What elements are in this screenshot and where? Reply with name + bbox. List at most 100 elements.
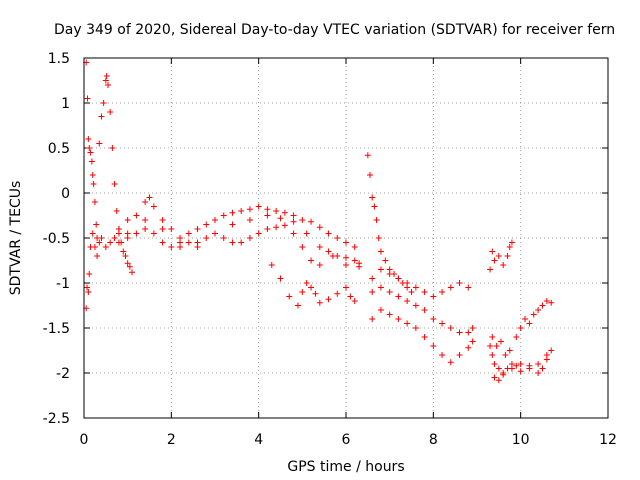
- data-point: [308, 218, 315, 225]
- plot-frame: [83, 57, 609, 419]
- data-point: [430, 316, 437, 322]
- data-point: [185, 230, 192, 237]
- x-tick-label: 6: [342, 432, 351, 448]
- data-point: [229, 221, 236, 228]
- data-point: [430, 293, 437, 300]
- data-point: [246, 206, 253, 213]
- data-point: [325, 230, 332, 237]
- data-point: [500, 262, 507, 268]
- data-point: [273, 224, 280, 231]
- y-tick-label: 0: [61, 186, 70, 202]
- data-point: [395, 293, 402, 300]
- data-point: [487, 266, 494, 273]
- data-point: [159, 239, 166, 246]
- data-point: [238, 208, 245, 214]
- data-point: [469, 325, 476, 331]
- data-point: [439, 352, 446, 358]
- data-point: [508, 239, 515, 246]
- data-point: [539, 365, 546, 372]
- data-point: [142, 226, 149, 232]
- data-point: [548, 299, 555, 306]
- data-point: [535, 370, 542, 376]
- data-point: [439, 289, 446, 295]
- data-point: [447, 284, 454, 291]
- data-point: [89, 172, 96, 178]
- data-point: [111, 181, 118, 187]
- data-point: [133, 230, 140, 237]
- x-tick-label: 2: [167, 432, 176, 448]
- data-point: [347, 293, 354, 300]
- data-point: [124, 217, 131, 223]
- data-point: [356, 260, 363, 267]
- data-point: [229, 239, 236, 246]
- data-point: [325, 296, 332, 303]
- data-point: [447, 325, 454, 331]
- data-point: [465, 344, 472, 351]
- data-point: [412, 284, 419, 291]
- data-point: [316, 244, 323, 250]
- data-point: [290, 212, 297, 219]
- data-point: [343, 262, 349, 268]
- data-point: [369, 289, 376, 295]
- data-point: [456, 352, 463, 358]
- data-points: [83, 59, 555, 384]
- data-point: [159, 217, 166, 223]
- data-point: [303, 280, 310, 286]
- data-point: [194, 244, 201, 250]
- y-tick-label: -2: [56, 366, 70, 382]
- data-point: [159, 226, 166, 232]
- data-point: [329, 253, 336, 259]
- series-points: [489, 298, 555, 358]
- data-point: [491, 361, 498, 367]
- data-point: [96, 140, 103, 147]
- data-point: [124, 260, 131, 267]
- data-point: [102, 244, 109, 250]
- data-point: [299, 217, 306, 223]
- data-point: [489, 334, 496, 340]
- data-point: [498, 338, 505, 345]
- data-point: [146, 194, 153, 201]
- data-point: [502, 352, 509, 358]
- data-point: [86, 271, 93, 277]
- data-point: [513, 334, 520, 340]
- data-point: [84, 95, 91, 102]
- data-point: [386, 289, 393, 295]
- data-point: [539, 302, 546, 309]
- data-point: [316, 224, 323, 231]
- data-point: [404, 320, 411, 327]
- data-point: [412, 302, 419, 309]
- data-point: [526, 362, 533, 369]
- data-point: [395, 316, 402, 322]
- data-point: [281, 209, 288, 216]
- data-point: [343, 239, 349, 246]
- data-point: [421, 334, 428, 340]
- data-point: [382, 257, 389, 264]
- data-point: [87, 149, 94, 156]
- data-point: [246, 235, 253, 241]
- data-point: [404, 298, 411, 304]
- data-point: [377, 266, 384, 273]
- series-points: [115, 222, 363, 270]
- series-points: [364, 152, 415, 295]
- data-point: [522, 316, 529, 322]
- data-point: [264, 212, 271, 219]
- data-point: [325, 248, 332, 255]
- data-point: [404, 280, 411, 286]
- data-point: [185, 239, 192, 246]
- y-tick-label: 1: [61, 96, 70, 112]
- data-point: [369, 316, 376, 322]
- x-tick-label: 0: [80, 432, 89, 448]
- data-point: [98, 113, 105, 120]
- y-tick-label: -1.5: [43, 321, 70, 337]
- data-point: [377, 248, 384, 255]
- data-point: [373, 217, 380, 223]
- data-point: [543, 352, 550, 358]
- data-point: [142, 217, 149, 223]
- data-point: [316, 262, 323, 268]
- data-point: [299, 289, 306, 295]
- data-point: [495, 253, 502, 259]
- data-point: [465, 284, 472, 291]
- data-point: [469, 338, 476, 345]
- data-point: [408, 289, 415, 295]
- data-point: [246, 217, 253, 223]
